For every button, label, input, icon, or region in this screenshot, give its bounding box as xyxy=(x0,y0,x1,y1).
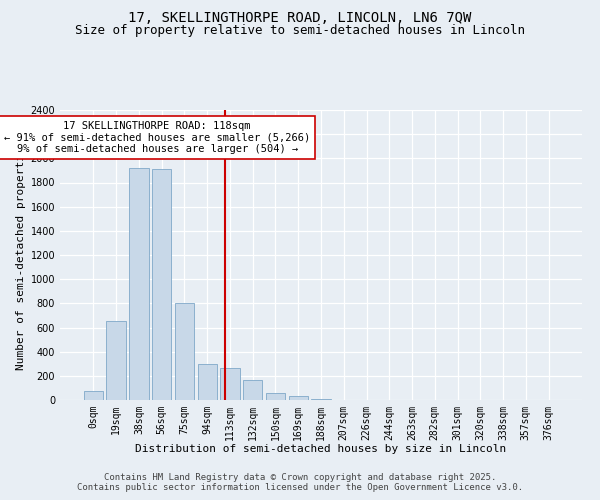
Bar xyxy=(84,391,103,400)
Bar xyxy=(289,396,308,400)
Bar xyxy=(129,168,149,400)
Y-axis label: Number of semi-detached properties: Number of semi-detached properties xyxy=(16,140,26,370)
Bar xyxy=(266,394,285,400)
Bar xyxy=(243,380,262,400)
Text: Contains HM Land Registry data © Crown copyright and database right 2025.
Contai: Contains HM Land Registry data © Crown c… xyxy=(77,473,523,492)
Bar xyxy=(106,322,126,400)
Bar xyxy=(197,364,217,400)
Bar xyxy=(311,399,331,400)
Text: Size of property relative to semi-detached houses in Lincoln: Size of property relative to semi-detach… xyxy=(75,24,525,37)
Text: 17, SKELLINGTHORPE ROAD, LINCOLN, LN6 7QW: 17, SKELLINGTHORPE ROAD, LINCOLN, LN6 7Q… xyxy=(128,11,472,25)
Bar xyxy=(175,304,194,400)
Bar xyxy=(152,169,172,400)
Bar xyxy=(220,368,239,400)
X-axis label: Distribution of semi-detached houses by size in Lincoln: Distribution of semi-detached houses by … xyxy=(136,444,506,454)
Text: 17 SKELLINGTHORPE ROAD: 118sqm
← 91% of semi-detached houses are smaller (5,266): 17 SKELLINGTHORPE ROAD: 118sqm ← 91% of … xyxy=(4,121,310,154)
